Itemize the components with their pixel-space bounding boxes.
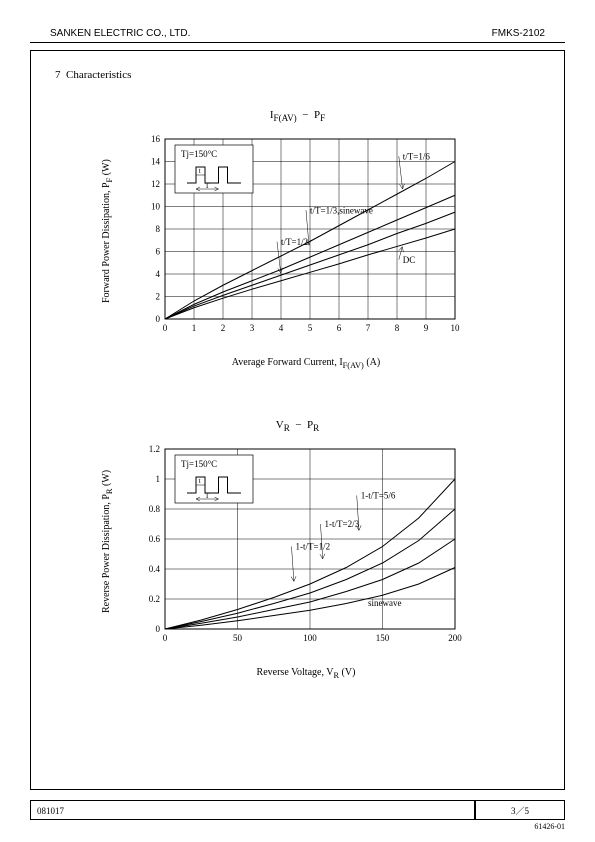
svg-text:0: 0 xyxy=(163,633,168,643)
svg-text:12: 12 xyxy=(151,179,160,189)
svg-text:8: 8 xyxy=(395,323,400,333)
svg-text:8: 8 xyxy=(156,224,161,234)
svg-text:14: 14 xyxy=(151,157,161,167)
svg-text:sinewave: sinewave xyxy=(368,598,402,608)
chart1-xlabel: Average Forward Current, IF(AV) (A) xyxy=(141,357,471,370)
svg-text:2: 2 xyxy=(221,323,226,333)
svg-text:1-t/T=1/2: 1-t/T=1/2 xyxy=(296,542,331,552)
svg-text:1-t/T=2/3: 1-t/T=2/3 xyxy=(325,519,360,529)
section-title: 7 Characteristics xyxy=(55,69,131,81)
svg-text:200: 200 xyxy=(448,633,462,643)
svg-text:6: 6 xyxy=(337,323,342,333)
chart2-plot: 0 50 100 150 200 0 0.2 0.4 0.6 0.8 1 1.2 1-t/T=5/6 1-… xyxy=(141,441,471,651)
svg-text:3: 3 xyxy=(250,323,255,333)
svg-text:t/T=1/3,sinewave: t/T=1/3,sinewave xyxy=(310,205,373,215)
svg-text:t/T=1/2: t/T=1/2 xyxy=(281,237,308,247)
chart1-title: IF(AV) − PF xyxy=(31,109,564,123)
svg-text:7: 7 xyxy=(366,323,371,333)
chart2-ylabel: Reverse Power Dissipation, PR (W) xyxy=(101,441,114,641)
company-name: SANKEN ELECTRIC CO., LTD. xyxy=(50,28,190,39)
svg-text:0: 0 xyxy=(156,314,161,324)
svg-text:2: 2 xyxy=(156,292,161,302)
footer-date: 081017 xyxy=(30,800,475,820)
svg-text:5: 5 xyxy=(308,323,313,333)
svg-text:T: T xyxy=(205,182,210,190)
chart2-xlabel: Reverse Voltage, VR (V) xyxy=(141,667,471,680)
svg-text:1.2: 1.2 xyxy=(149,444,160,454)
footer-page: 3／5 xyxy=(475,800,565,820)
svg-text:0.2: 0.2 xyxy=(149,594,160,604)
chart1-plot: 0123456789100246810121416t/T=1/6t/T=1/3,… xyxy=(141,131,471,341)
svg-text:0.4: 0.4 xyxy=(149,564,161,574)
svg-text:1-t/T=5/6: 1-t/T=5/6 xyxy=(361,491,396,501)
svg-text:0.8: 0.8 xyxy=(149,504,161,514)
header-rule xyxy=(30,42,565,43)
svg-text:1: 1 xyxy=(192,323,197,333)
svg-text:0: 0 xyxy=(156,624,161,634)
svg-text:t/T=1/6: t/T=1/6 xyxy=(403,151,431,161)
svg-text:4: 4 xyxy=(156,269,161,279)
svg-text:10: 10 xyxy=(451,323,461,333)
part-number: FMKS-2102 xyxy=(492,28,545,39)
svg-text:DC: DC xyxy=(403,255,416,265)
svg-text:0.6: 0.6 xyxy=(149,534,161,544)
svg-text:4: 4 xyxy=(279,323,284,333)
svg-text:1: 1 xyxy=(156,474,161,484)
svg-text:T: T xyxy=(205,492,210,500)
svg-text:16: 16 xyxy=(151,134,161,144)
svg-text:Tj=150°C: Tj=150°C xyxy=(181,149,217,159)
svg-text:t: t xyxy=(199,477,201,485)
footer-doc-code: 61426-01 xyxy=(534,822,565,831)
svg-text:10: 10 xyxy=(151,202,161,212)
svg-text:t: t xyxy=(199,167,201,175)
svg-text:0: 0 xyxy=(163,323,168,333)
svg-text:100: 100 xyxy=(303,633,317,643)
svg-text:9: 9 xyxy=(424,323,429,333)
svg-text:150: 150 xyxy=(376,633,390,643)
main-frame: 7 Characteristics IF(AV) − PF 0123456789… xyxy=(30,50,565,790)
svg-text:50: 50 xyxy=(233,633,243,643)
chart2-title: VR − PR xyxy=(31,419,564,433)
svg-text:6: 6 xyxy=(156,247,161,257)
chart1-ylabel: Forward Power Dissipation, PF (W) xyxy=(101,131,114,331)
svg-text:Tj=150°C: Tj=150°C xyxy=(181,459,217,469)
